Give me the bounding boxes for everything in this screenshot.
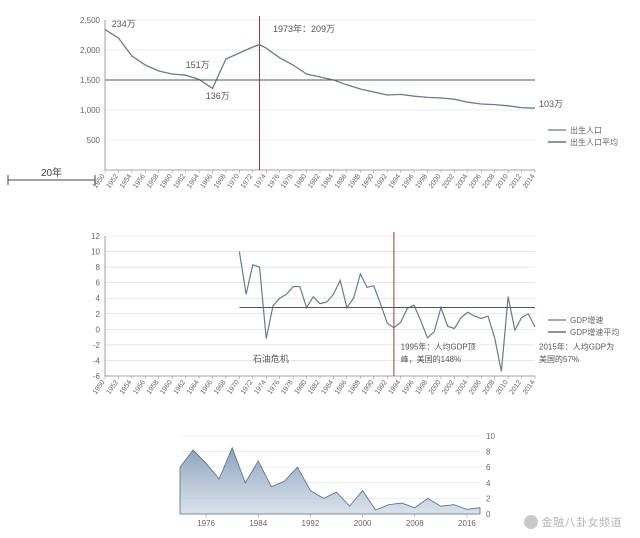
watermark-text: 金融八卦女频道 (542, 514, 623, 530)
svg-text:1984: 1984 (249, 519, 267, 528)
svg-text:6: 6 (486, 463, 491, 472)
svg-text:4: 4 (486, 479, 491, 488)
watermark: 金融八卦女频道 (524, 514, 623, 530)
wechat-icon (524, 515, 538, 529)
svg-text:1992: 1992 (302, 519, 320, 528)
svg-text:0: 0 (486, 510, 491, 519)
svg-text:8: 8 (486, 448, 491, 457)
area-chart: 0 2 4 6 8 10 1976 1984 1992 2000 2008 2016 (0, 0, 640, 538)
svg-text:2000: 2000 (354, 519, 372, 528)
svg-text:2: 2 (486, 494, 491, 503)
svg-text:2008: 2008 (406, 519, 424, 528)
svg-text:10: 10 (486, 432, 495, 441)
svg-text:1976: 1976 (197, 519, 215, 528)
svg-text:2016: 2016 (458, 519, 476, 528)
